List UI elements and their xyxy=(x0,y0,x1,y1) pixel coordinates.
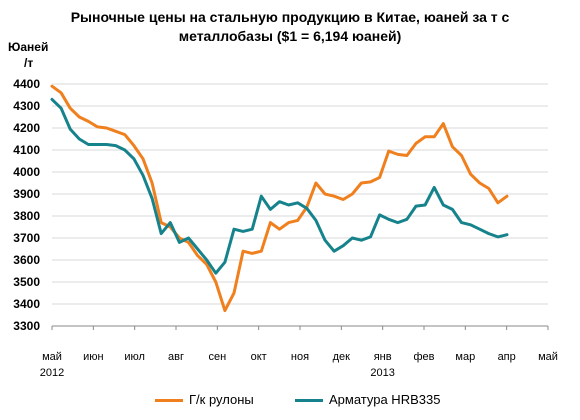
legend-swatch-series-1 xyxy=(155,399,183,403)
legend-label-series-2: Арматура HRB335 xyxy=(329,392,441,407)
x-tick-label: май xyxy=(538,351,558,363)
legend-item-series-1: Г/к рулоны xyxy=(155,392,254,407)
chart-title: Рыночные цены на стальную продукцию в Ки… xyxy=(40,8,540,46)
y-tick-label: 3500 xyxy=(13,275,40,289)
x-tick-label: ноя xyxy=(291,351,309,363)
y-tick-label: 4400 xyxy=(13,77,40,91)
y-tick-label: 3700 xyxy=(13,231,40,245)
y-axis-label-line-1: Юаней xyxy=(8,40,49,54)
y-tick-label: 3900 xyxy=(13,187,40,201)
x-tick-label: окт xyxy=(251,351,267,363)
y-tick-label: 3300 xyxy=(13,319,40,333)
y-tick-label: 4200 xyxy=(13,121,40,135)
legend-swatch-series-2 xyxy=(295,399,323,403)
x-tick-label: июн xyxy=(83,351,103,363)
y-tick-label: 3800 xyxy=(13,209,40,223)
y-axis-label-line-2: /т xyxy=(24,56,34,70)
x-tick-label: сен xyxy=(208,351,226,363)
x-tick-label: июл xyxy=(124,351,145,363)
x-tick-label: дек xyxy=(333,351,351,363)
y-tick-label: 4000 xyxy=(13,165,40,179)
chart-title-line-1: Рыночные цены на стальную продукцию в Ки… xyxy=(70,9,510,25)
y-tick-label: 3400 xyxy=(13,297,40,311)
y-axis-label: Юаней /т xyxy=(8,39,48,71)
legend-label-series-1: Г/к рулоны xyxy=(189,392,254,407)
x-tick-label: мар xyxy=(455,351,475,363)
y-tick-label: 3600 xyxy=(13,253,40,267)
chart-title-line-2: металлобазы ($1 = 6,194 юаней) xyxy=(178,28,402,44)
series-line-2 xyxy=(50,97,509,275)
legend-item-series-2: Арматура HRB335 xyxy=(295,392,440,407)
y-tick-label: 4100 xyxy=(13,143,40,157)
x-tick-label: авг xyxy=(168,351,184,363)
x-tick-label: апр xyxy=(498,351,516,363)
x-tick-label: май xyxy=(42,351,62,363)
x-tick-label: фев xyxy=(413,351,434,363)
year-label: 2012 xyxy=(40,367,64,379)
year-label: 2013 xyxy=(370,367,394,379)
x-tick-label: янв xyxy=(374,351,392,363)
y-tick-label: 4300 xyxy=(13,99,40,113)
series-line-1 xyxy=(50,84,509,313)
